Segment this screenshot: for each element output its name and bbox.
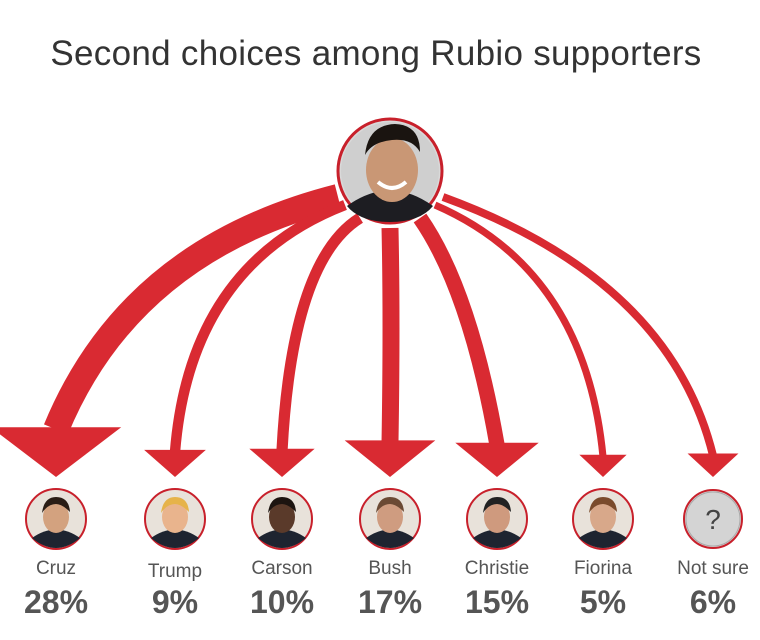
fiorina-name-label: Fiorina (574, 558, 633, 579)
cruz-avatar (25, 488, 87, 550)
arrow-christie (413, 213, 539, 477)
chart-title: Second choices among Rubio supporters (50, 34, 702, 73)
arrow-trump (144, 200, 347, 477)
fiorina-avatar (572, 488, 634, 550)
arrow-fiorina (433, 201, 627, 477)
candidate-not-sure: ? Not sure 6% (677, 489, 749, 620)
arrow-not-sure (441, 193, 739, 477)
christie-percent-label: 15% (465, 584, 529, 620)
carson-percent-label: 10% (250, 584, 314, 620)
candidate-bush: Bush 17% (358, 488, 422, 620)
carson-avatar (251, 488, 313, 550)
cruz-percent-label: 28% (24, 584, 88, 620)
bush-name-label: Bush (368, 558, 411, 579)
christie-name-label: Christie (465, 558, 529, 579)
cruz-name-label: Cruz (36, 558, 76, 579)
christie-avatar (466, 488, 528, 550)
trump-name-label: Trump (148, 561, 202, 582)
svg-text:?: ? (705, 504, 721, 535)
candidate-christie: Christie 15% (465, 488, 529, 620)
candidate-fiorina: Fiorina 5% (572, 488, 634, 620)
candidate-carson: Carson 10% (250, 488, 314, 620)
fiorina-percent-label: 5% (580, 584, 626, 620)
bush-percent-label: 17% (358, 584, 422, 620)
not-sure-percent-label: 6% (690, 584, 736, 620)
arrow-cruz (0, 184, 342, 477)
carson-name-label: Carson (251, 558, 312, 579)
arrow-carson (249, 213, 364, 477)
arrow-bush (344, 227, 436, 477)
arrows-group (0, 184, 739, 477)
rubio-avatar (336, 117, 444, 225)
bush-avatar (359, 488, 421, 550)
trump-percent-label: 9% (152, 584, 198, 620)
trump-avatar (144, 488, 206, 550)
candidate-cruz: Cruz 28% (24, 488, 88, 620)
not-sure-name-label: Not sure (677, 558, 749, 579)
